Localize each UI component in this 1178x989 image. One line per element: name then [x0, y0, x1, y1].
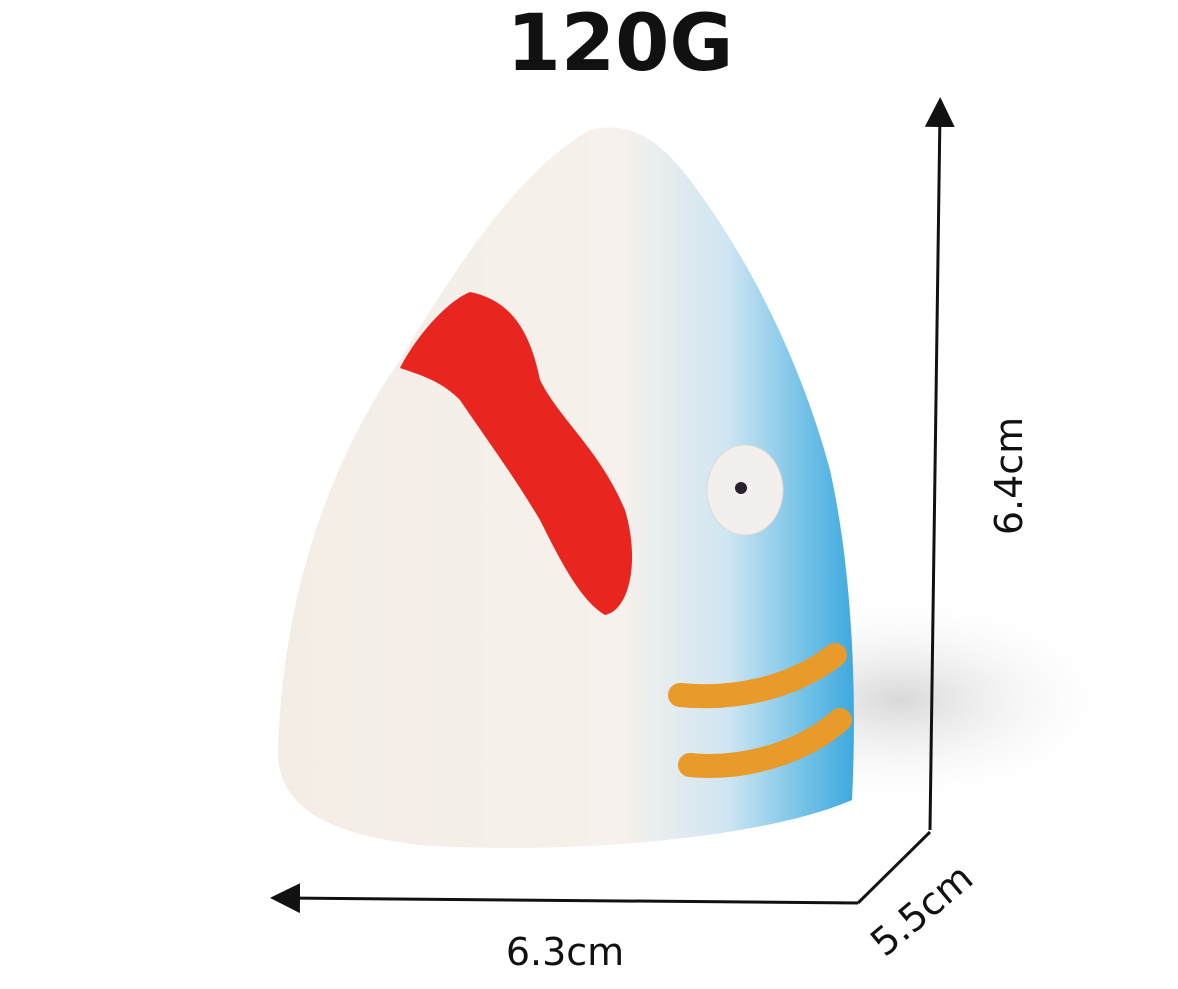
eye	[735, 482, 747, 494]
width-arrow	[270, 883, 859, 914]
depth-line	[856, 830, 932, 905]
red-stripe	[400, 292, 633, 615]
depth-label: 5.5cm	[862, 855, 981, 965]
weight-title: 120G	[507, 0, 734, 89]
gill-stripe	[678, 708, 852, 778]
gill-stripe	[668, 643, 847, 709]
height-arrow	[924, 97, 955, 831]
height-label: 6.4cm	[987, 417, 1031, 535]
width-label: 6.3cm	[506, 930, 624, 974]
